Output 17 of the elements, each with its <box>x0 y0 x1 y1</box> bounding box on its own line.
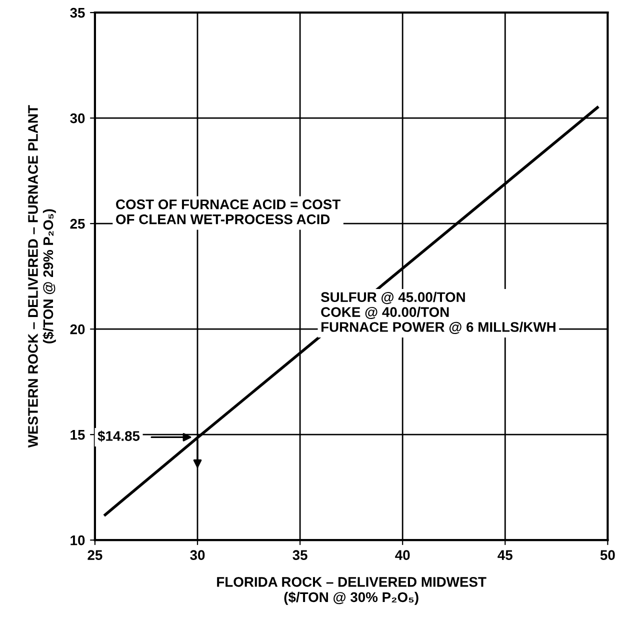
x-tick-label: 25 <box>88 550 102 560</box>
y-tick-label: 20 <box>70 324 85 334</box>
x-tick-label: 50 <box>600 550 615 560</box>
x-tick-label: 35 <box>292 550 308 560</box>
y-tick-label: 35 <box>70 8 85 18</box>
annotation: $14.85 <box>98 430 140 442</box>
y-axis-title: WESTERN ROCK – DELIVERED – FURNACE PLANT ($/TON @ 29% P₂O₅) <box>28 105 56 448</box>
y-tick-label: 15 <box>70 430 85 440</box>
y-tick-label: 10 <box>70 535 85 546</box>
x-tick-label: 45 <box>498 550 512 560</box>
annotation: SULFUR @ 45.00/TON COKE @ 40.00/TON FURNACE POWER @ 6 MILLS/KWH <box>320 292 556 334</box>
x-axis-title: FLORIDA ROCK – DELIVERED MIDWEST ($/TON @ 30% P₂O₅) <box>217 577 486 605</box>
y-tick-label: 25 <box>70 218 85 229</box>
y-tick-label: 30 <box>70 113 85 124</box>
x-tick-label: 40 <box>395 550 410 560</box>
x-tick-label: 30 <box>190 550 205 560</box>
annotation: COST OF FURNACE ACID = COST OF CLEAN WET-PROCESS ACID <box>116 199 340 224</box>
